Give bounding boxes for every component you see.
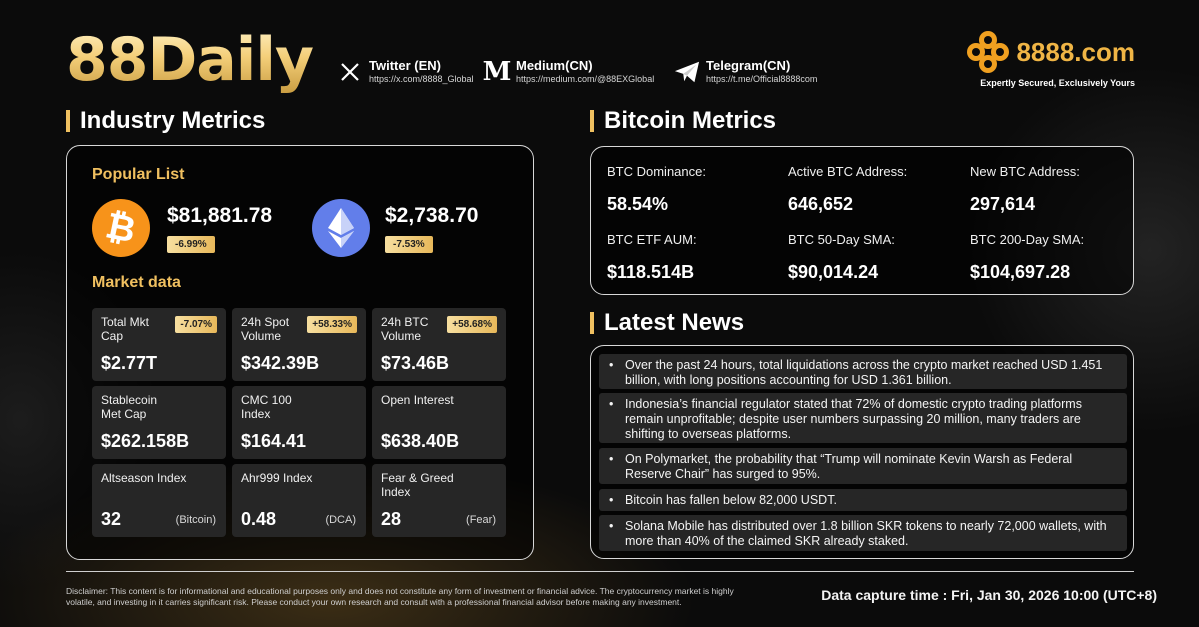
- card-value: $638.40B: [381, 431, 460, 451]
- market-card-altseason: Altseason Index 32 (Bitcoin): [92, 464, 226, 537]
- card-badge: -7.07%: [175, 316, 217, 333]
- card-note: (Fear): [466, 514, 496, 526]
- social-url[interactable]: https://medium.com/@88EXGlobal: [516, 74, 655, 84]
- market-card-total-mkt-cap: Total Mkt Cap -7.07% $2.77T: [92, 308, 226, 381]
- metric-label: BTC ETF AUM:: [607, 232, 697, 247]
- metric-value: $90,014.24: [788, 262, 879, 282]
- card-label: 24h Spot Volume: [241, 315, 290, 343]
- logo-mark-icon: [967, 31, 1010, 73]
- card-label: CMC 100 Index: [241, 393, 292, 421]
- metric-label: New BTC Address:: [970, 164, 1080, 179]
- telegram-logo-icon: [674, 59, 700, 85]
- ethereum-icon: [312, 199, 370, 257]
- medium-logo-icon: M: [482, 56, 512, 87]
- x-logo-icon: [337, 59, 363, 85]
- logo-name: 8888.com: [1016, 36, 1135, 67]
- card-label: Total Mkt Cap: [101, 315, 150, 343]
- news-item: Over the past 24 hours, total liquidatio…: [599, 354, 1127, 389]
- metric-btc-dominance: BTC Dominance: 58.54%: [607, 164, 706, 215]
- card-badge: +58.68%: [447, 316, 497, 333]
- metric-new-address: New BTC Address: 297,614: [970, 164, 1080, 215]
- card-value: $164.41: [241, 431, 307, 451]
- market-card-ahr999: Ahr999 Index 0.48 (DCA): [232, 464, 366, 537]
- metric-etf-aum: BTC ETF AUM: $118.514B: [607, 232, 697, 283]
- market-card-open-interest: Open Interest $638.40B: [372, 386, 506, 459]
- metric-label: Active BTC Address:: [788, 164, 908, 179]
- market-card-btc-volume: 24h BTC Volume +58.68% $73.46B: [372, 308, 506, 381]
- social-name: Twitter (EN): [369, 58, 441, 73]
- metric-200-day-sma: BTC 200-Day SMA: $104,697.28: [970, 232, 1084, 283]
- market-card-cmc100: CMC 100 Index $164.41: [232, 386, 366, 459]
- social-name: Medium(CN): [516, 58, 593, 73]
- brand-title: 88Daily: [66, 25, 314, 95]
- bitcoin-icon: ₿: [92, 199, 150, 257]
- card-note: (Bitcoin): [175, 514, 216, 526]
- news-item: On Polymarket, the probability that “Tru…: [599, 448, 1127, 484]
- card-label: Open Interest: [381, 393, 454, 407]
- social-name: Telegram(CN): [706, 58, 791, 73]
- bitcoin-metrics-title: Bitcoin Metrics: [590, 107, 776, 135]
- social-url[interactable]: https://t.me/Official8888com: [706, 74, 818, 84]
- social-url[interactable]: https://x.com/8888_Global: [369, 74, 474, 84]
- news-item: Bitcoin has fallen below 82,000 USDT.: [599, 489, 1127, 511]
- industry-metrics-title: Industry Metrics: [66, 107, 265, 135]
- news-panel: Over the past 24 hours, total liquidatio…: [590, 345, 1134, 559]
- popular-list-title: Popular List: [92, 166, 185, 183]
- title-bar: [590, 110, 594, 132]
- metric-value: 58.54%: [607, 194, 669, 214]
- card-value: $342.39B: [241, 353, 320, 373]
- footer-divider: [66, 571, 1134, 572]
- metric-label: BTC 200-Day SMA:: [970, 232, 1085, 247]
- card-value: 32: [101, 509, 122, 529]
- latest-news-label: Latest News: [604, 309, 745, 336]
- metric-value: 297,614: [970, 194, 1036, 214]
- card-value: $73.46B: [381, 353, 450, 373]
- card-label: Ahr999 Index: [241, 471, 313, 485]
- metric-value: $104,697.28: [970, 262, 1071, 282]
- market-card-stablecoin: Stablecoin Met Cap $262.158B: [92, 386, 226, 459]
- latest-news-title: Latest News: [590, 309, 744, 337]
- card-note: (DCA): [325, 514, 356, 526]
- title-bar: [66, 110, 70, 132]
- card-label: Fear & Greed Index: [381, 471, 454, 499]
- eth-change-badge: -7.53%: [385, 236, 433, 253]
- news-item: Indonesia’s financial regulator stated t…: [599, 393, 1127, 443]
- eth-price: $2,738.70: [385, 204, 479, 227]
- metric-active-address: Active BTC Address: 646,652: [788, 164, 907, 215]
- btc-price: $81,881.78: [167, 204, 273, 227]
- market-data-title: Market data: [92, 274, 181, 291]
- metric-50-day-sma: BTC 50-Day SMA: $90,014.24: [788, 232, 895, 283]
- social-twitter[interactable]: Twitter (EN) https://x.com/8888_Global: [337, 58, 474, 85]
- card-value: $2.77T: [101, 353, 158, 373]
- metric-value: $118.514B: [607, 262, 695, 282]
- metric-value: 646,652: [788, 194, 854, 214]
- bitcoin-panel: BTC Dominance: 58.54% Active BTC Address…: [590, 146, 1134, 295]
- card-value: 0.48: [241, 509, 277, 529]
- logo-tagline: Expertly Secured, Exclusively Yours: [980, 78, 1135, 88]
- social-medium[interactable]: M Medium(CN) https://medium.com/@88EXGlo…: [482, 56, 655, 87]
- title-bar: [590, 312, 594, 334]
- industry-metrics-label: Industry Metrics: [80, 107, 266, 134]
- industry-panel: Popular List ₿ $81,881.78 -6.99% $2,738.…: [66, 145, 534, 560]
- metric-label: BTC Dominance:: [607, 164, 706, 179]
- market-card-spot-volume: 24h Spot Volume +58.33% $342.39B: [232, 308, 366, 381]
- card-badge: +58.33%: [307, 316, 357, 333]
- disclaimer-text: Disclaimer: This content is for informat…: [66, 586, 734, 607]
- card-label: 24h BTC Volume: [381, 315, 429, 343]
- news-item: Solana Mobile has distributed over 1.8 b…: [599, 515, 1127, 551]
- data-capture-time: Data capture time : Fri, Jan 30, 2026 10…: [821, 587, 1157, 603]
- bitcoin-metrics-label: Bitcoin Metrics: [604, 107, 777, 134]
- market-card-fear-greed: Fear & Greed Index 28 (Fear): [372, 464, 506, 537]
- social-telegram[interactable]: Telegram(CN) https://t.me/Official8888co…: [674, 58, 817, 85]
- card-value: 28: [381, 509, 402, 529]
- card-value: $262.158B: [101, 431, 190, 451]
- card-label: Altseason Index: [101, 471, 187, 485]
- metric-label: BTC 50-Day SMA:: [788, 232, 895, 247]
- card-label: Stablecoin Met Cap: [101, 393, 158, 421]
- company-logo: 8888.com Expertly Secured, Exclusively Y…: [966, 30, 1135, 88]
- btc-change-badge: -6.99%: [167, 236, 215, 253]
